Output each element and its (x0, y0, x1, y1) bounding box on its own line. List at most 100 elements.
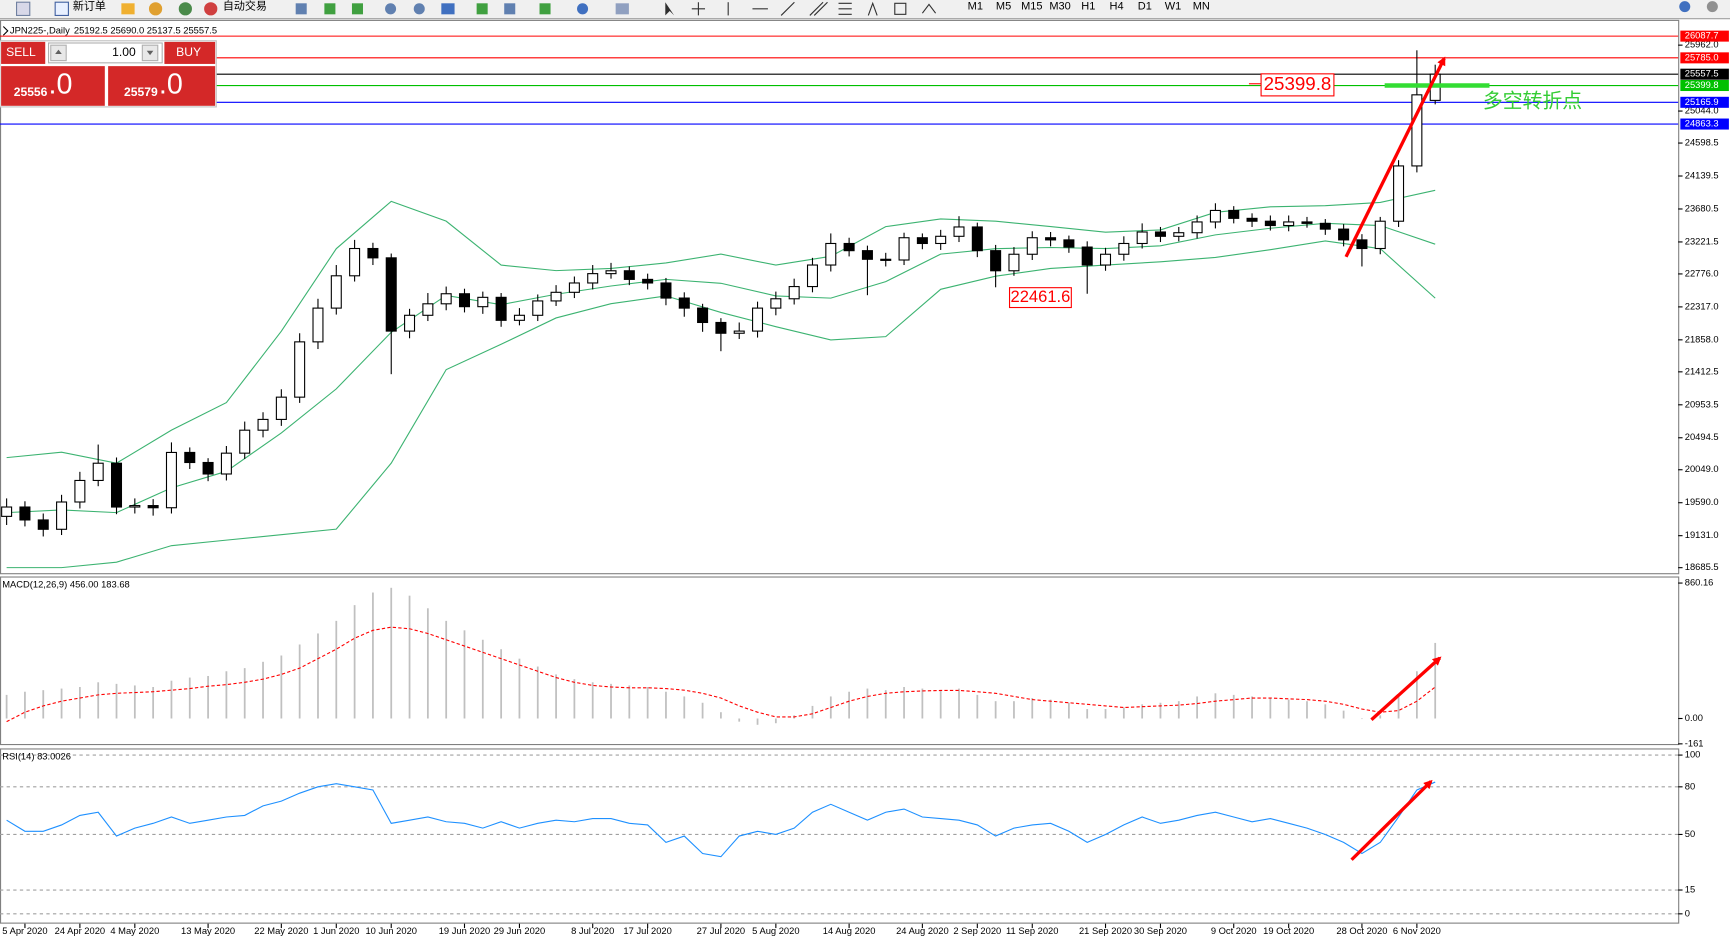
macd-bar (1141, 704, 1144, 719)
toolbar-icon[interactable] (476, 3, 488, 15)
sell-price-box[interactable] (1, 66, 105, 106)
text-tool[interactable] (867, 1, 878, 16)
x-tick-label: 24 Apr 2020 (55, 926, 106, 936)
sell-label[interactable]: SELL (6, 45, 36, 59)
axes: 25962.0 25044.0 24598.5 24139.5 23680.5 23221… (2, 31, 1729, 936)
candle-body (1283, 221, 1295, 227)
candle-body (257, 418, 269, 431)
sell-button[interactable] (1, 41, 46, 64)
sell-price[interactable]: 25556 (14, 85, 48, 99)
candle-body (1045, 237, 1057, 241)
candle-body (129, 505, 141, 508)
toolbar-icon[interactable] (577, 3, 589, 15)
macd-bar (903, 687, 905, 719)
macd-bar (738, 718, 741, 722)
toolbar-icon[interactable] (441, 3, 455, 15)
toolbar-icon[interactable] (178, 2, 192, 16)
toolbar-icon[interactable] (324, 3, 336, 15)
settings-icon[interactable] (1706, 1, 1718, 13)
toolbar-icon[interactable] (615, 3, 629, 15)
candle-body (1228, 209, 1240, 219)
channel-tool[interactable] (809, 1, 828, 16)
macd-bar (24, 691, 26, 719)
new-order-icon[interactable] (54, 1, 69, 16)
timeframe-button[interactable]: MN (1193, 1, 1210, 13)
macd-bar (262, 661, 264, 719)
macd-bar (811, 705, 814, 719)
toolbar-icon[interactable] (385, 3, 397, 15)
macd-bar (610, 683, 612, 719)
toolbar-icon[interactable] (539, 3, 551, 15)
candle-body (788, 286, 800, 300)
toolbar-icon[interactable] (148, 2, 163, 16)
toolbar-icon[interactable] (351, 3, 363, 15)
buy-label[interactable]: BUY (176, 45, 201, 59)
toolbar-icon[interactable] (413, 3, 425, 15)
candle-body (184, 451, 196, 464)
timeframe-button[interactable]: M1 (968, 1, 983, 13)
macd-bar (1086, 709, 1089, 719)
price-level-box (1680, 96, 1729, 108)
macd-bar (335, 620, 338, 719)
macd-bar (1415, 671, 1418, 719)
price-level-label: 25165.9 (1685, 97, 1719, 107)
toolbar-icon[interactable] (295, 3, 307, 15)
timeframe-button[interactable]: W1 (1165, 1, 1182, 13)
crosshair-tool[interactable] (691, 2, 706, 16)
candle-body (367, 247, 379, 259)
auto-trading-icon[interactable] (204, 2, 218, 16)
trendline-tool[interactable] (780, 1, 795, 16)
y-tick-label: -161 (1685, 738, 1704, 748)
macd-bar (518, 658, 521, 719)
candle-body (312, 307, 324, 343)
auto-trading-button[interactable]: 自动交易 (223, 0, 267, 13)
price-level-box (1680, 80, 1729, 92)
candle-body (1393, 165, 1405, 222)
buy-price-fraction[interactable]: .0 (159, 69, 183, 101)
timeframe-button[interactable]: H1 (1081, 1, 1095, 13)
toolbar-icon[interactable] (121, 3, 135, 15)
macd-bar (1196, 696, 1198, 719)
toolbar-icon[interactable] (504, 3, 516, 15)
timeframe-button[interactable]: M30 (1049, 1, 1070, 13)
macd-bar (1361, 718, 1363, 720)
macd-bar (207, 675, 209, 719)
candle-body (1264, 220, 1276, 227)
y-tick-label: 23680.5 (1685, 203, 1719, 213)
x-tick-label: 2 Sep 2020 (953, 926, 1001, 936)
y-tick-label: 0.00 (1685, 713, 1703, 723)
x-tick-label: 1 Jun 2020 (313, 926, 359, 936)
buy-price[interactable]: 25579 (124, 85, 158, 99)
y-tick-label: 22776.0 (1685, 268, 1719, 278)
buy-button[interactable] (164, 41, 216, 64)
lot-value[interactable]: 1.00 (112, 45, 136, 59)
candle-body (147, 505, 159, 509)
timeframe-button[interactable]: M15 (1021, 1, 1042, 13)
macd-bar (1269, 698, 1272, 719)
macd-bar (280, 655, 283, 719)
timeframe-button[interactable]: H4 (1110, 1, 1124, 13)
macd-bar (1251, 696, 1253, 719)
x-tick-label: 19 Jun 2020 (439, 926, 491, 936)
price-level-box (1680, 118, 1729, 130)
toolbar-bg (0, 0, 1730, 19)
arrow-tool[interactable] (921, 3, 937, 14)
label-tool[interactable] (894, 2, 907, 15)
candle-body (349, 247, 361, 277)
search-icon[interactable] (1679, 1, 1691, 13)
timeframe-button[interactable]: D1 (1138, 1, 1152, 13)
candle-body (495, 296, 507, 321)
macd-bar (1214, 693, 1217, 719)
candle-body (568, 282, 580, 293)
candle-body (1374, 220, 1386, 250)
buy-price-box[interactable] (108, 66, 216, 106)
y-tick-label: 19131.0 (1685, 530, 1719, 540)
lot-input[interactable] (47, 42, 163, 64)
macd-bar (573, 679, 576, 719)
toolbar-icon[interactable] (15, 1, 31, 16)
new-order-button[interactable]: 新订单 (73, 0, 106, 13)
timeframe-button[interactable]: M5 (996, 1, 1011, 13)
fibo-tool[interactable] (838, 2, 852, 15)
sell-price-fraction[interactable]: .0 (49, 69, 73, 101)
macd-bar (463, 630, 466, 719)
